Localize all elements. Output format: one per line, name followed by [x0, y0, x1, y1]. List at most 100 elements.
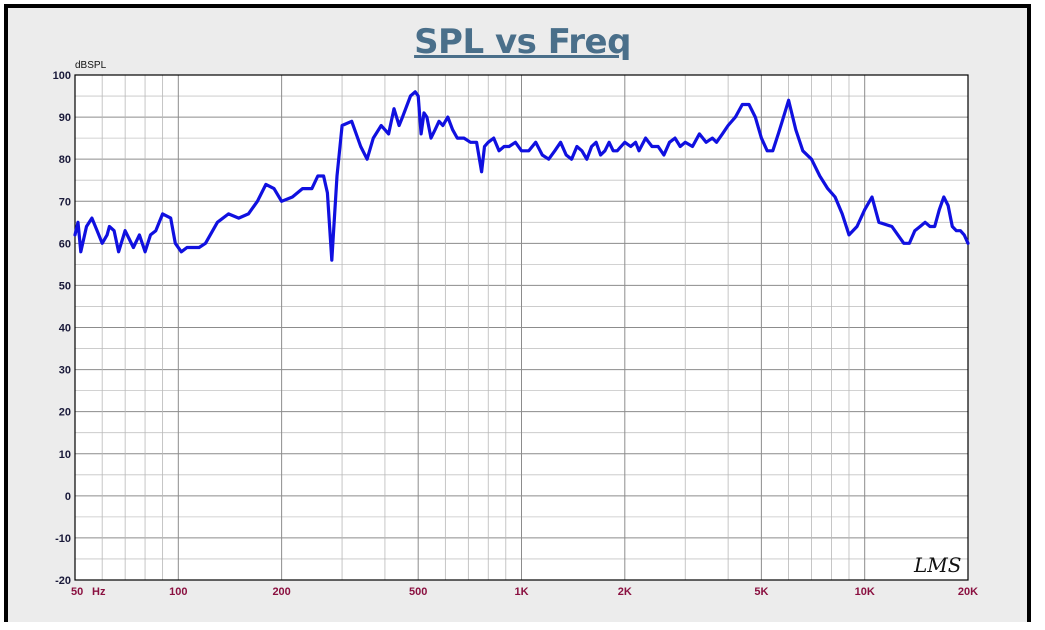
- data-point: [760, 137, 763, 139]
- data-point: [420, 133, 422, 135]
- y-tick-label: 0: [65, 491, 71, 503]
- data-point: [328, 225, 331, 228]
- data-point: [810, 158, 813, 160]
- data-point: [903, 242, 905, 245]
- data-point: [204, 242, 207, 245]
- x-tick-label: 5K: [754, 586, 768, 598]
- data-point: [438, 120, 440, 123]
- data-point: [101, 242, 103, 245]
- data-point: [668, 141, 671, 144]
- data-point: [384, 128, 386, 131]
- data-point: [180, 251, 183, 253]
- data-point: [878, 221, 880, 224]
- data-point: [149, 234, 152, 236]
- data-point: [534, 141, 537, 144]
- data-point: [848, 234, 850, 236]
- data-point: [498, 150, 500, 152]
- x-tick-label: 2K: [618, 586, 632, 598]
- data-point: [586, 158, 588, 160]
- data-point: [576, 145, 578, 148]
- x-tick-label: 50: [71, 586, 83, 598]
- data-point: [434, 128, 436, 131]
- data-point: [198, 246, 200, 249]
- data-point: [781, 120, 783, 123]
- data-point: [85, 225, 88, 228]
- data-point: [256, 200, 259, 203]
- y-tick-label: -10: [55, 533, 71, 545]
- data-point: [91, 217, 93, 219]
- data-point: [398, 124, 400, 127]
- data-point: [124, 229, 126, 232]
- data-point: [863, 208, 866, 211]
- data-point: [826, 187, 829, 190]
- data-point: [442, 124, 444, 127]
- data-point: [772, 150, 774, 152]
- data-point: [963, 234, 965, 236]
- data-point: [311, 187, 313, 190]
- y-tick-label: 10: [59, 449, 71, 461]
- lms-logo: LMS: [913, 553, 961, 577]
- data-point: [629, 145, 632, 148]
- data-point: [291, 196, 294, 198]
- y-axis-label: dBSPL: [75, 60, 107, 71]
- data-point: [679, 145, 681, 148]
- x-unit-label: Hz: [92, 586, 106, 598]
- data-point: [674, 137, 676, 139]
- data-point: [608, 141, 610, 144]
- data-point: [331, 259, 333, 262]
- data-point: [280, 200, 283, 203]
- data-point: [117, 251, 120, 253]
- data-point: [856, 225, 858, 228]
- data-point: [469, 141, 472, 144]
- data-point: [554, 150, 556, 152]
- data-point: [616, 150, 618, 152]
- data-point: [734, 116, 737, 118]
- data-point: [456, 137, 459, 139]
- x-tick-label: 1K: [514, 586, 528, 598]
- data-point: [216, 221, 219, 224]
- data-point: [638, 150, 640, 152]
- y-tick-label: 40: [59, 323, 71, 335]
- x-tick-label: 100: [169, 586, 187, 598]
- data-point: [326, 192, 329, 194]
- data-point: [350, 120, 353, 123]
- data-point: [929, 225, 931, 228]
- data-point: [301, 187, 304, 190]
- data-point: [487, 141, 490, 144]
- data-point: [451, 128, 454, 131]
- data-point: [417, 95, 420, 97]
- data-point: [651, 145, 653, 148]
- data-point: [959, 229, 962, 232]
- data-point: [380, 124, 383, 127]
- data-point: [155, 229, 157, 232]
- data-point: [938, 208, 941, 211]
- data-point: [520, 150, 523, 152]
- data-point: [359, 145, 362, 148]
- x-tick-label: 500: [409, 586, 427, 598]
- x-tick-label: 20K: [958, 586, 978, 598]
- data-point: [74, 234, 76, 236]
- data-point: [604, 150, 606, 152]
- data-point: [514, 141, 517, 144]
- data-point: [414, 91, 417, 93]
- data-point: [663, 154, 665, 156]
- y-tick-label: 100: [53, 70, 71, 82]
- data-point: [559, 141, 562, 144]
- data-point: [766, 150, 768, 152]
- data-point: [727, 124, 729, 127]
- data-point: [174, 242, 177, 245]
- plot-border: [74, 74, 969, 581]
- data-point: [715, 141, 718, 144]
- data-point: [951, 225, 954, 228]
- x-tick-label: 10K: [855, 586, 875, 598]
- data-point: [947, 204, 949, 207]
- y-tick-label: 30: [59, 365, 71, 377]
- data-point: [426, 116, 428, 118]
- data-point: [144, 251, 146, 253]
- data-point: [802, 150, 804, 152]
- data-point: [698, 133, 701, 135]
- data-point: [372, 137, 375, 139]
- data-point: [871, 196, 873, 198]
- data-point: [834, 196, 836, 198]
